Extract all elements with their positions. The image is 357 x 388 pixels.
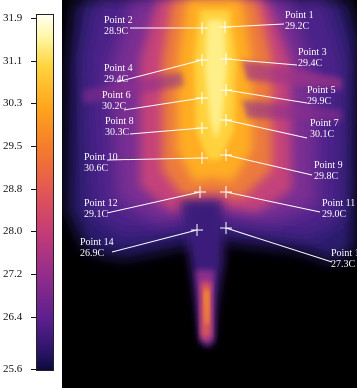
point-name: Point 7 [310,118,339,129]
scale-tick [31,231,36,232]
point-8-label: Point 8 30.3C [105,116,134,138]
scale-label: 29.5 [3,140,23,152]
scale-label-min: 25.6 [3,363,23,375]
point-12-label: Point 12 29.1C [84,198,118,220]
point-value: 29.2C [285,21,310,32]
scale-tick [31,61,36,62]
point-name: Point 1 [285,10,314,21]
scale-label: 31.1 [3,55,23,67]
scale-tick [31,189,36,190]
point-name: Point 13 [331,248,357,259]
point-value: 26.9C [80,248,105,259]
point-6-label: Point 6 30.2C [102,90,131,112]
scale-tick [31,369,36,370]
point-1-label: Point 1 29.2C [285,10,314,32]
point-markers [191,21,232,236]
temperature-scale: 31.9 31.1 30.3 29.5 28.8 28.0 27.2 26.4 … [0,0,62,388]
point-value: 29.9C [307,96,332,107]
point-value: 30.3C [105,127,130,138]
point-value: 30.6C [84,163,109,174]
point-value: 29.8C [314,171,339,182]
scale-label: 26.4 [3,311,23,323]
point-2-label: Point 2 28.9C [104,15,133,37]
thermal-image: Point 1 29.2C Point 2 28.9C Point 3 29.4… [62,0,357,388]
point-name: Point 3 [298,47,327,58]
point-name: Point 14 [80,237,114,248]
point-3-label: Point 3 29.4C [298,47,327,69]
scale-tick [31,18,36,19]
scale-label: 30.3 [3,97,23,109]
measurement-lines [106,23,333,263]
point-name: Point 6 [102,90,131,101]
point-9-label: Point 9 29.8C [314,160,343,182]
point-name: Point 12 [84,198,118,209]
point-name: Point 11 [322,198,356,209]
color-bar [36,14,54,371]
point-name: Point 2 [104,15,133,26]
scale-label-max: 31.9 [3,12,23,24]
scale-label: 27.2 [3,268,23,280]
point-7-label: Point 7 30.1C [310,118,339,140]
scale-label: 28.0 [3,225,23,237]
point-13-label: Point 13 27.3C [331,248,357,270]
point-14-label: Point 14 26.9C [80,237,114,259]
point-4-label: Point 4 29.4C [104,63,133,85]
point-value: 29.4C [298,58,323,69]
scale-label: 28.8 [3,183,23,195]
scale-tick [31,317,36,318]
point-value: 28.9C [104,26,129,37]
thermal-heatmap [68,0,357,346]
scale-tick [31,146,36,147]
point-name: Point 9 [314,160,343,171]
point-name: Point 10 [84,152,118,163]
point-name: Point 8 [105,116,134,127]
point-name: Point 4 [104,63,133,74]
point-value: 27.3C [331,259,356,270]
point-value: 30.2C [102,101,127,112]
point-value: 29.4C [104,74,129,85]
point-name: Point 5 [307,85,336,96]
point-11-label: Point 11 29.0C [322,198,355,220]
point-5-label: Point 5 29.9C [307,85,336,107]
point-value: 29.1C [84,209,109,220]
point-10-label: Point 10 30.6C [84,152,118,174]
point-value: 29.0C [322,209,347,220]
scale-tick [31,274,36,275]
point-value: 30.1C [310,129,335,140]
scale-tick [31,103,36,104]
